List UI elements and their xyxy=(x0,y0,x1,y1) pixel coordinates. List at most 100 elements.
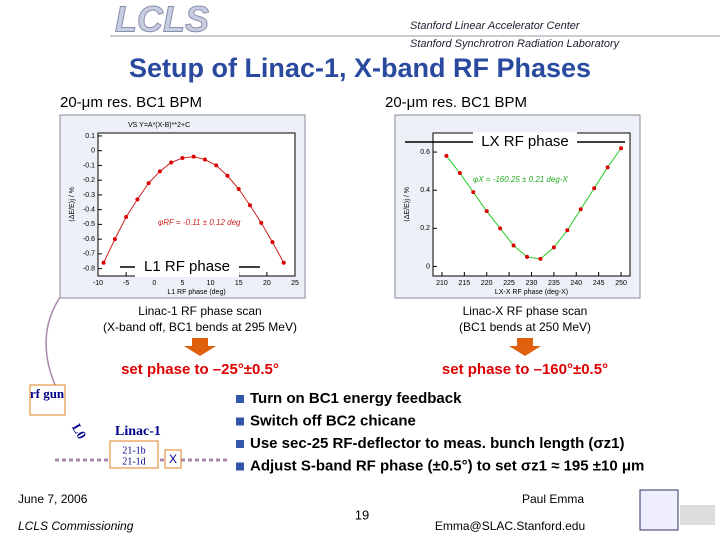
data-point xyxy=(551,245,556,250)
bullet: Adjust S-band RF phase (±0.5°) to set σz… xyxy=(250,457,644,474)
gun-box xyxy=(29,384,66,416)
bpm-label: 20-μm res. BC1 BPM xyxy=(385,94,527,111)
arrow xyxy=(509,338,541,356)
data-point xyxy=(605,165,610,170)
y-tick-label: -0.5 xyxy=(83,221,95,228)
data-point xyxy=(124,215,129,220)
data-point xyxy=(191,154,196,159)
fit-annotation: φRF = -0.11 ± 0.12 deg xyxy=(158,218,241,227)
data-point xyxy=(525,254,530,259)
y-axis-label: ⟨ΔE/E⟩j / % xyxy=(403,187,411,222)
data-point xyxy=(578,207,583,212)
data-point xyxy=(112,237,117,242)
logo: LCLS xyxy=(115,0,209,40)
x-tick-label: 0 xyxy=(152,280,156,287)
x-tick-label: 245 xyxy=(593,280,605,287)
y-tick-label: -0.7 xyxy=(83,251,95,258)
phase-label-bg xyxy=(135,257,239,277)
plot-area xyxy=(97,132,296,277)
x-tick-label: 10 xyxy=(207,280,215,287)
bullet-marker xyxy=(236,395,244,403)
phase-label: LX RF phase xyxy=(481,133,569,150)
data-point xyxy=(135,197,140,202)
event: LCLS Commissioning xyxy=(18,519,134,533)
x-tick-label: -10 xyxy=(93,280,103,287)
y-tick-label: -0.6 xyxy=(83,236,95,243)
x-label: X xyxy=(169,452,177,466)
plot-title: VS Y=A*(X-B)**2+C xyxy=(128,122,190,129)
caption: (X-band off, BC1 bends at 295 MeV) xyxy=(103,320,297,334)
bullet: Switch off BC2 chicane xyxy=(250,412,416,429)
data-point xyxy=(236,187,241,192)
set-phase: set phase to –25°±0.5° xyxy=(121,361,279,378)
org: Stanford Linear Accelerator Center xyxy=(410,20,581,32)
y-tick-label: 0.2 xyxy=(420,225,430,232)
data-point xyxy=(592,186,597,191)
data-point xyxy=(511,243,516,248)
data-point xyxy=(498,226,503,231)
fit-line xyxy=(446,147,622,260)
bullet: Turn on BC1 energy feedback xyxy=(250,390,462,407)
linac: Linac-1 xyxy=(115,424,161,439)
x-tick-label: 210 xyxy=(436,280,448,287)
page-number: 19 xyxy=(355,507,369,522)
gun: rf gun xyxy=(30,386,65,401)
x-tick-label: 5 xyxy=(180,280,184,287)
caption: Linac-X RF phase scan xyxy=(463,304,588,318)
data-point xyxy=(157,169,162,174)
y-tick-label: -0.1 xyxy=(83,162,95,169)
x-tick-label: 240 xyxy=(570,280,582,287)
y-axis-label: ⟨ΔE/E⟩j / % xyxy=(68,187,76,222)
data-point xyxy=(457,171,462,176)
x-tick-label: 225 xyxy=(503,280,515,287)
bullet-marker xyxy=(236,462,244,471)
email: Emma@SLAC.Stanford.edu xyxy=(435,519,585,533)
org: Stanford Synchrotron Radiation Laborator… xyxy=(410,38,621,50)
y-tick-label: -0.8 xyxy=(83,265,95,272)
date: June 7, 2006 xyxy=(18,492,88,506)
cavity: 21-1b xyxy=(122,445,145,456)
data-point xyxy=(225,173,230,178)
data-point xyxy=(259,220,264,225)
y-tick-label: 0 xyxy=(91,148,95,155)
title: Setup of Linac-1, X-band RF Phases xyxy=(129,53,591,83)
data-point xyxy=(281,260,286,265)
author: Paul Emma xyxy=(522,492,584,506)
fit-annotation: φX = -160.25 ± 0.21 deg-X xyxy=(473,175,568,184)
data-point xyxy=(619,146,624,151)
x-tick-label: 25 xyxy=(291,280,299,287)
bullet-marker xyxy=(236,440,244,448)
caption: (BC1 bends at 250 MeV) xyxy=(459,320,591,334)
data-point xyxy=(471,190,476,195)
l0: L0 xyxy=(69,421,90,442)
x-tick-label: 235 xyxy=(548,280,560,287)
data-point xyxy=(101,260,106,265)
y-tick-label: 0 xyxy=(426,263,430,270)
logo-box xyxy=(639,489,679,531)
y-tick-label: 0.6 xyxy=(420,149,430,156)
data-point xyxy=(214,163,219,168)
linac-box xyxy=(109,440,159,469)
data-point xyxy=(565,228,570,233)
x-axis-label: L1 RF phase (deg) xyxy=(167,289,225,296)
x-tick-label: 20 xyxy=(263,280,271,287)
bullet: Use sec-25 RF-deflector to meas. bunch l… xyxy=(250,435,625,452)
cavity: 21-1d xyxy=(122,456,145,467)
y-tick-label: -0.2 xyxy=(83,177,95,184)
x-tick-label: 250 xyxy=(615,280,627,287)
data-point xyxy=(169,160,174,165)
phase-label: L1 RF phase xyxy=(144,258,230,275)
y-tick-label: 0.4 xyxy=(420,187,430,194)
plot-area xyxy=(432,132,631,277)
data-point xyxy=(247,203,252,208)
data-point xyxy=(270,240,275,245)
data-point xyxy=(484,209,489,214)
logo-box xyxy=(680,505,715,525)
set-phase: set phase to –160°±0.5° xyxy=(442,361,608,378)
phase-label-bg xyxy=(473,132,577,152)
y-tick-label: -0.3 xyxy=(83,192,95,199)
data-point xyxy=(202,157,207,162)
data-point xyxy=(538,256,543,261)
